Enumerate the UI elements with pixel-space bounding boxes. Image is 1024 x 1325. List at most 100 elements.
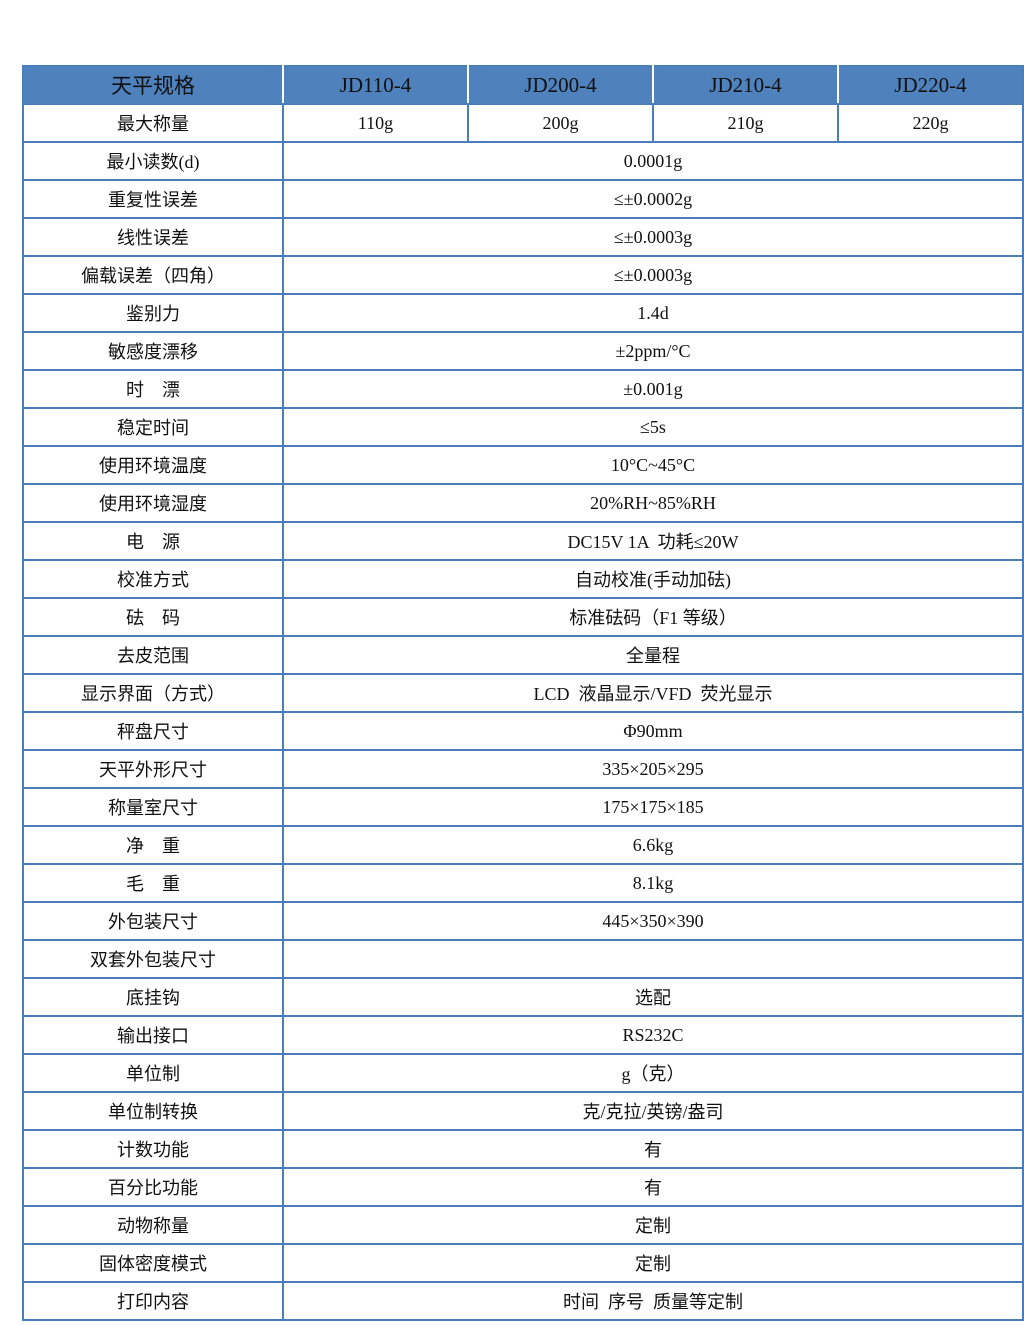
spec-value: g（克） <box>282 1053 1024 1093</box>
spec-label: 单位制 <box>22 1053 284 1093</box>
spec-label: 动物称量 <box>22 1205 284 1245</box>
spec-value: 自动校准(手动加砝) <box>282 559 1024 599</box>
spec-value <box>282 939 1024 979</box>
spec-label: 使用环境温度 <box>22 445 284 485</box>
spec-value: ≤±0.0002g <box>282 179 1024 219</box>
spec-label: 时 漂 <box>22 369 284 409</box>
spec-label: 重复性误差 <box>22 179 284 219</box>
header-model-jd210-4: JD210-4 <box>652 65 839 105</box>
spec-row: 最小读数(d) 0.0001g <box>22 141 1024 181</box>
spec-row: 动物称量 定制 <box>22 1205 1024 1245</box>
spec-row: 秤盘尺寸 Φ90mm <box>22 711 1024 751</box>
spec-label: 输出接口 <box>22 1015 284 1055</box>
spec-row: 打印内容 时间 序号 质量等定制 <box>22 1281 1024 1321</box>
spec-row: 计数功能 有 <box>22 1129 1024 1169</box>
spec-row: 毛 重 8.1kg <box>22 863 1024 903</box>
spec-row: 稳定时间 ≤5s <box>22 407 1024 447</box>
spec-value: 标准砝码（F1 等级） <box>282 597 1024 637</box>
spec-label: 电 源 <box>22 521 284 561</box>
spec-value: 1.4d <box>282 293 1024 333</box>
spec-value: 20%RH~85%RH <box>282 483 1024 523</box>
spec-value: 10°C~45°C <box>282 445 1024 485</box>
spec-label: 最大称量 <box>22 103 284 143</box>
spec-value: ±2ppm/°C <box>282 331 1024 371</box>
spec-label: 砝 码 <box>22 597 284 637</box>
spec-row: 天平外形尺寸 335×205×295 <box>22 749 1024 789</box>
spec-label: 稳定时间 <box>22 407 284 447</box>
spec-row: 外包装尺寸 445×350×390 <box>22 901 1024 941</box>
spec-label: 双套外包装尺寸 <box>22 939 284 979</box>
header-model-jd200-4: JD200-4 <box>467 65 654 105</box>
spec-label: 计数功能 <box>22 1129 284 1169</box>
spec-row: 百分比功能 有 <box>22 1167 1024 1207</box>
spec-value: 0.0001g <box>282 141 1024 181</box>
spec-value: 全量程 <box>282 635 1024 675</box>
spec-label: 去皮范围 <box>22 635 284 675</box>
spec-label: 最小读数(d) <box>22 141 284 181</box>
spec-row: 显示界面（方式） LCD 液晶显示/VFD 荧光显示 <box>22 673 1024 713</box>
spec-label: 使用环境湿度 <box>22 483 284 523</box>
spec-value: 6.6kg <box>282 825 1024 865</box>
spec-label: 称量室尺寸 <box>22 787 284 827</box>
spec-row: 线性误差 ≤±0.0003g <box>22 217 1024 257</box>
spec-value: 有 <box>282 1167 1024 1207</box>
spec-row: 固体密度模式 定制 <box>22 1243 1024 1283</box>
spec-row-max-capacity: 最大称量 110g 200g 210g 220g <box>22 103 1024 143</box>
spec-value-jd200-4: 200g <box>467 103 654 143</box>
spec-row: 偏载误差（四角） ≤±0.0003g <box>22 255 1024 295</box>
spec-value: DC15V 1A 功耗≤20W <box>282 521 1024 561</box>
table-header-row: 天平规格 JD110-4 JD200-4 JD210-4 JD220-4 <box>22 65 1024 105</box>
spec-table: 天平规格 JD110-4 JD200-4 JD210-4 JD220-4 最大称… <box>22 65 1024 1321</box>
spec-value: 定制 <box>282 1205 1024 1245</box>
spec-row: 双套外包装尺寸 <box>22 939 1024 979</box>
spec-label: 毛 重 <box>22 863 284 903</box>
spec-label: 打印内容 <box>22 1281 284 1321</box>
spec-row: 重复性误差 ≤±0.0002g <box>22 179 1024 219</box>
spec-label: 秤盘尺寸 <box>22 711 284 751</box>
spec-label: 天平外形尺寸 <box>22 749 284 789</box>
spec-value-jd210-4: 210g <box>652 103 839 143</box>
spec-value: 有 <box>282 1129 1024 1169</box>
header-model-jd220-4: JD220-4 <box>837 65 1024 105</box>
spec-value-jd220-4: 220g <box>837 103 1024 143</box>
spec-value: 335×205×295 <box>282 749 1024 789</box>
spec-label: 百分比功能 <box>22 1167 284 1207</box>
spec-label: 敏感度漂移 <box>22 331 284 371</box>
spec-value: ≤±0.0003g <box>282 255 1024 295</box>
spec-value: 选配 <box>282 977 1024 1017</box>
spec-row: 敏感度漂移 ±2ppm/°C <box>22 331 1024 371</box>
spec-label: 偏载误差（四角） <box>22 255 284 295</box>
spec-value: 445×350×390 <box>282 901 1024 941</box>
spec-row: 电 源 DC15V 1A 功耗≤20W <box>22 521 1024 561</box>
spec-value: 8.1kg <box>282 863 1024 903</box>
spec-label: 校准方式 <box>22 559 284 599</box>
spec-label: 单位制转换 <box>22 1091 284 1131</box>
spec-row: 去皮范围 全量程 <box>22 635 1024 675</box>
spec-label: 线性误差 <box>22 217 284 257</box>
header-spec-label: 天平规格 <box>22 65 284 105</box>
spec-row: 底挂钩 选配 <box>22 977 1024 1017</box>
spec-row: 净 重 6.6kg <box>22 825 1024 865</box>
spec-label: 底挂钩 <box>22 977 284 1017</box>
spec-label: 固体密度模式 <box>22 1243 284 1283</box>
spec-value-jd110-4: 110g <box>282 103 469 143</box>
spec-value: 175×175×185 <box>282 787 1024 827</box>
spec-row: 时 漂 ±0.001g <box>22 369 1024 409</box>
spec-label: 鉴别力 <box>22 293 284 333</box>
spec-value: Φ90mm <box>282 711 1024 751</box>
spec-row: 使用环境温度 10°C~45°C <box>22 445 1024 485</box>
spec-value: ≤5s <box>282 407 1024 447</box>
spec-value: ≤±0.0003g <box>282 217 1024 257</box>
spec-row: 单位制转换 克/克拉/英镑/盎司 <box>22 1091 1024 1131</box>
spec-row: 输出接口 RS232C <box>22 1015 1024 1055</box>
spec-row: 鉴别力 1.4d <box>22 293 1024 333</box>
spec-value: LCD 液晶显示/VFD 荧光显示 <box>282 673 1024 713</box>
spec-label: 净 重 <box>22 825 284 865</box>
spec-row: 单位制 g（克） <box>22 1053 1024 1093</box>
spec-value: 克/克拉/英镑/盎司 <box>282 1091 1024 1131</box>
spec-row: 砝 码 标准砝码（F1 等级） <box>22 597 1024 637</box>
spec-value: ±0.001g <box>282 369 1024 409</box>
spec-row: 使用环境湿度 20%RH~85%RH <box>22 483 1024 523</box>
spec-row: 校准方式 自动校准(手动加砝) <box>22 559 1024 599</box>
spec-row: 称量室尺寸 175×175×185 <box>22 787 1024 827</box>
